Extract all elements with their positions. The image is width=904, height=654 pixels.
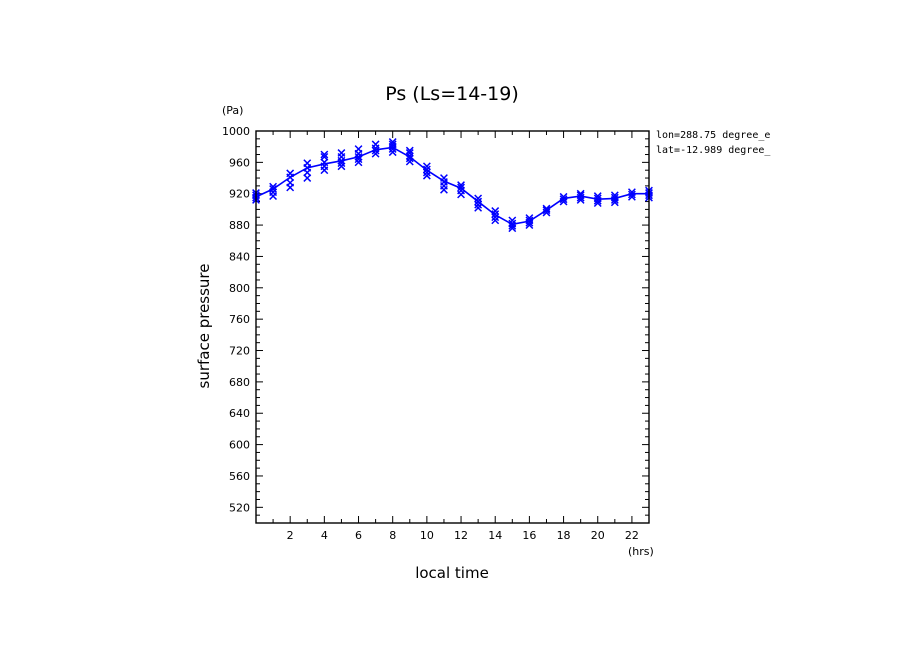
y-axis-label: surface pressure [195,264,213,389]
x-tick-label: 14 [488,529,502,542]
scatter-point [491,213,500,222]
y-tick-label: 560 [229,470,250,483]
x-tick-label: 10 [420,529,434,542]
axis-ticks: 2 4 6 8 10 12 14 16 18 20 22 520 560 600 640 680 720 760 8… [222,125,650,542]
scatter-point [405,146,414,155]
scatter-point [371,140,380,149]
annotation-lat: lat=-12.989 degree_ [656,145,771,156]
series-line-layer [255,146,649,226]
scatter-point [491,216,500,225]
y-tick-label: 640 [229,407,250,420]
y-tick-label: 760 [229,313,250,326]
scatter-point [354,145,363,153]
y-tick-label: 800 [229,282,250,295]
scatter-point [422,171,431,180]
y-tick-label: 600 [229,439,250,452]
x-tick-label: 4 [321,529,328,542]
scatter-point [320,150,329,159]
y-tick-label: 680 [229,376,250,389]
x-axis-label: local time [415,564,489,582]
y-tick-label: 840 [229,250,250,263]
scatter-point [388,138,397,146]
y-tick-label: 1000 [222,125,250,138]
y-tick-label: 960 [229,156,250,169]
x-tick-label: 18 [557,529,571,542]
x-tick-label: 22 [625,529,639,542]
scatter-point [388,140,397,149]
y-tick-label: 720 [229,345,250,358]
y-tick-label: 920 [229,188,250,201]
scatter-point [337,149,346,157]
x-unit-label: (hrs) [628,545,654,558]
plot-frame [255,130,650,524]
y-tick-label: 520 [229,501,250,514]
x-tick-label: 2 [287,529,294,542]
scatter-point [303,159,312,168]
scatter-point [422,168,431,177]
chart-title: Ps (Ls=14-19) [385,83,519,105]
x-tick-label: 8 [389,529,396,542]
y-tick-label: 880 [229,219,250,232]
x-tick-label: 12 [454,529,468,542]
scatter-point [269,182,278,191]
y-unit-label: (Pa) [222,104,243,117]
x-tick-label: 16 [522,529,536,542]
annotation-lon: lon=288.75 degree_e [656,130,770,141]
scatter-point [320,152,329,161]
scatter-point [474,203,483,212]
series-line [255,146,649,226]
x-tick-label: 20 [591,529,605,542]
x-tick-label: 6 [355,529,362,542]
